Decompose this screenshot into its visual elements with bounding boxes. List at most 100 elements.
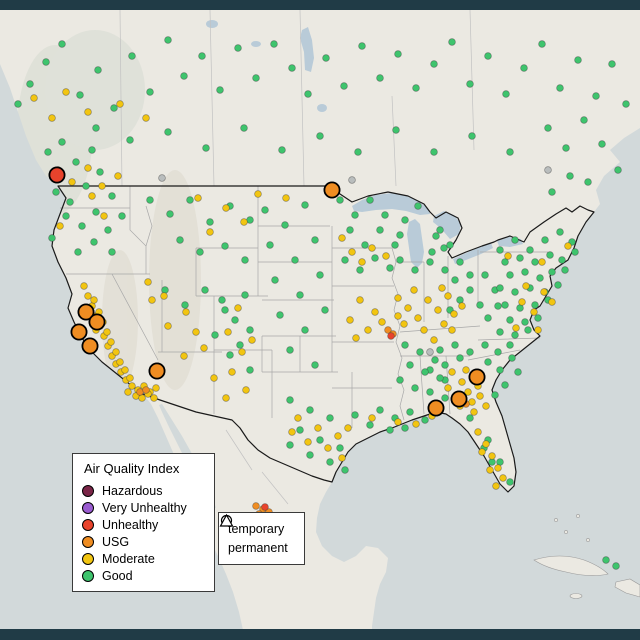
aqi-station-dot[interactable]	[448, 326, 456, 334]
aqi-station-dot[interactable]	[426, 348, 434, 356]
aqi-station-dot[interactable]	[491, 391, 499, 399]
aqi-station-dot[interactable]	[438, 284, 446, 292]
aqi-station-dot[interactable]	[538, 258, 546, 266]
aqi-station-dot[interactable]	[540, 288, 548, 296]
aqi-station-dot[interactable]	[206, 228, 214, 236]
aqi-station-dot[interactable]	[376, 226, 384, 234]
aqi-station-dot[interactable]	[311, 236, 319, 244]
aqi-station-dot[interactable]	[592, 92, 600, 100]
aqi-station-dot[interactable]	[556, 84, 564, 92]
aqi-station-dot[interactable]	[412, 420, 420, 428]
aqi-station-dot[interactable]	[322, 54, 330, 62]
aqi-station-dot[interactable]	[252, 74, 260, 82]
aqi-station-dot[interactable]	[288, 428, 296, 436]
aqi-station-dot[interactable]	[296, 291, 304, 299]
aqi-station-dot[interactable]	[387, 332, 395, 340]
aqi-station-dot[interactable]	[426, 258, 434, 266]
aqi-station-dot[interactable]	[531, 258, 539, 266]
aqi-station-dot[interactable]	[448, 368, 456, 376]
aqi-station-dot[interactable]	[261, 503, 269, 511]
aqi-station-dot[interactable]	[72, 158, 80, 166]
aqi-station-dot[interactable]	[206, 218, 214, 226]
aqi-station-dot[interactable]	[316, 271, 324, 279]
aqi-station-dot[interactable]	[324, 444, 332, 452]
aqi-station-dot[interactable]	[321, 306, 329, 314]
aqi-station-dot[interactable]	[544, 124, 552, 132]
aqi-station-dot[interactable]	[266, 241, 274, 249]
aqi-station-dot[interactable]	[90, 296, 98, 304]
aqi-station-dot[interactable]	[48, 234, 56, 242]
aqi-station-dot[interactable]	[428, 248, 436, 256]
aqi-station-dot[interactable]	[84, 292, 92, 300]
aqi-station-dot[interactable]	[30, 94, 38, 102]
aqi-station-dot[interactable]	[401, 216, 409, 224]
aqi-station-dot[interactable]	[180, 352, 188, 360]
aqi-station-dot[interactable]	[502, 90, 510, 98]
aqi-station-dot[interactable]	[411, 266, 419, 274]
aqi-station-dot[interactable]	[26, 80, 34, 88]
aqi-station-dot[interactable]	[511, 331, 519, 339]
aqi-station-dot[interactable]	[246, 366, 254, 374]
aqi-station-dot[interactable]	[488, 452, 496, 460]
aqi-station-dot[interactable]	[524, 326, 532, 334]
aqi-station-dot[interactable]	[84, 164, 92, 172]
aqi-station-dot[interactable]	[506, 341, 514, 349]
aqi-station-dot[interactable]	[68, 178, 76, 186]
aqi-station-dot[interactable]	[238, 348, 246, 356]
aqi-station-dot[interactable]	[474, 428, 482, 436]
aqi-station-dot[interactable]	[352, 334, 360, 342]
aqi-station-dot[interactable]	[351, 411, 359, 419]
aqi-station-dot[interactable]	[288, 64, 296, 72]
aqi-station-dot[interactable]	[146, 196, 154, 204]
aqi-station-dot[interactable]	[192, 328, 200, 336]
aqi-station-dot[interactable]	[306, 406, 314, 414]
aqi-station-dot[interactable]	[301, 201, 309, 209]
aqi-station-dot[interactable]	[180, 72, 188, 80]
aqi-station-dot[interactable]	[356, 266, 364, 274]
aqi-station-dot[interactable]	[366, 421, 374, 429]
aqi-monitor-circle[interactable]	[70, 323, 88, 341]
aqi-station-dot[interactable]	[112, 348, 120, 356]
aqi-station-dot[interactable]	[504, 252, 512, 260]
aqi-station-dot[interactable]	[392, 126, 400, 134]
aqi-station-dot[interactable]	[241, 291, 249, 299]
aqi-station-dot[interactable]	[200, 344, 208, 352]
aqi-station-dot[interactable]	[14, 100, 22, 108]
aqi-station-dot[interactable]	[344, 424, 352, 432]
aqi-station-dot[interactable]	[412, 84, 420, 92]
aqi-station-dot[interactable]	[316, 132, 324, 140]
aqi-station-dot[interactable]	[176, 236, 184, 244]
aqi-station-dot[interactable]	[376, 406, 384, 414]
aqi-monitor-circle[interactable]	[77, 303, 95, 321]
aqi-station-dot[interactable]	[501, 381, 509, 389]
aqi-station-dot[interactable]	[506, 148, 514, 156]
aqi-station-dot[interactable]	[231, 316, 239, 324]
aqi-station-dot[interactable]	[511, 288, 519, 296]
aqi-station-dot[interactable]	[401, 341, 409, 349]
aqi-station-dot[interactable]	[108, 248, 116, 256]
aqi-station-dot[interactable]	[482, 440, 490, 448]
aqi-station-dot[interactable]	[346, 316, 354, 324]
aqi-station-dot[interactable]	[434, 306, 442, 314]
aqi-station-dot[interactable]	[351, 211, 359, 219]
aqi-station-dot[interactable]	[236, 341, 244, 349]
aqi-station-dot[interactable]	[294, 414, 302, 422]
aqi-station-dot[interactable]	[466, 348, 474, 356]
aqi-station-dot[interactable]	[364, 326, 372, 334]
aqi-station-dot[interactable]	[536, 274, 544, 282]
aqi-station-dot[interactable]	[82, 182, 90, 190]
aqi-station-dot[interactable]	[430, 148, 438, 156]
aqi-station-dot[interactable]	[406, 361, 414, 369]
aqi-station-dot[interactable]	[622, 100, 630, 108]
aqi-station-dot[interactable]	[291, 256, 299, 264]
aqi-station-dot[interactable]	[511, 236, 519, 244]
aqi-station-dot[interactable]	[88, 146, 96, 154]
aqi-station-dot[interactable]	[371, 308, 379, 316]
aqi-station-dot[interactable]	[496, 328, 504, 336]
aqi-station-dot[interactable]	[466, 271, 474, 279]
aqi-station-dot[interactable]	[492, 482, 500, 490]
aqi-station-dot[interactable]	[441, 266, 449, 274]
aqi-station-dot[interactable]	[441, 361, 449, 369]
aqi-station-dot[interactable]	[598, 140, 606, 148]
aqi-station-dot[interactable]	[430, 60, 438, 68]
